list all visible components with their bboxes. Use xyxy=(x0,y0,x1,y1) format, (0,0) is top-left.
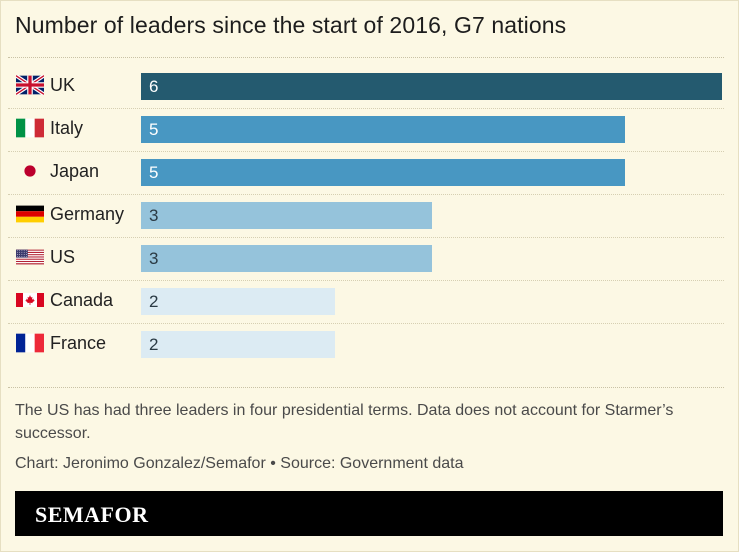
category-label: Germany xyxy=(50,204,125,224)
category-label: Japan xyxy=(50,161,100,181)
bar-chart: UK 6 Italy 5 Japan 5 Germany 3 US 3 Canada 2 France 2 xyxy=(0,66,739,372)
bar-us: 3 xyxy=(141,245,432,272)
bar-france: 2 xyxy=(141,331,335,358)
us-flag-icon xyxy=(16,247,44,267)
germany-flag-icon xyxy=(16,204,44,224)
chart-row-us: US 3 xyxy=(8,238,724,281)
france-flag-icon xyxy=(16,333,44,353)
semafor-logo: SEMAFOR xyxy=(35,502,149,527)
category-label: Italy xyxy=(50,118,84,138)
chart-row-canada: Canada 2 xyxy=(8,281,724,324)
data-label: 3 xyxy=(149,206,159,225)
chart-credit: Chart: Jeronimo Gonzalez/Semafor • Sourc… xyxy=(15,455,464,472)
uk-flag-icon xyxy=(14,74,46,96)
data-label: 5 xyxy=(149,163,159,182)
bar-uk: 6 xyxy=(141,73,722,100)
data-label: 6 xyxy=(149,77,159,96)
italy-flag-icon xyxy=(16,118,44,138)
chart-row-france: France 2 xyxy=(8,324,724,367)
title-divider xyxy=(8,57,724,58)
category-label: US xyxy=(50,247,76,267)
bar-germany: 3 xyxy=(141,202,432,229)
brand-bar: SEMAFOR xyxy=(15,491,723,536)
data-label: 5 xyxy=(149,120,159,139)
bar-japan: 5 xyxy=(141,159,626,186)
chart-title: Number of leaders since the start of 201… xyxy=(15,12,567,38)
canada-flag-icon xyxy=(16,290,44,310)
chart-row-uk: UK 6 xyxy=(8,66,724,109)
category-label: UK xyxy=(50,75,76,95)
category-label: France xyxy=(50,333,107,353)
japan-flag-icon xyxy=(16,161,44,181)
data-label: 3 xyxy=(149,249,159,268)
data-label: 2 xyxy=(149,292,159,311)
chart-row-italy: Italy 5 xyxy=(8,109,724,152)
chart-row-japan: Japan 5 xyxy=(8,152,724,195)
footer-divider xyxy=(8,387,724,388)
chart-note: The US has had three leaders in four pre… xyxy=(15,402,674,442)
category-label: Canada xyxy=(50,290,114,310)
bar-canada: 2 xyxy=(141,288,335,315)
chart-row-germany: Germany 3 xyxy=(8,195,724,238)
bar-italy: 5 xyxy=(141,116,626,143)
data-label: 2 xyxy=(149,335,159,354)
